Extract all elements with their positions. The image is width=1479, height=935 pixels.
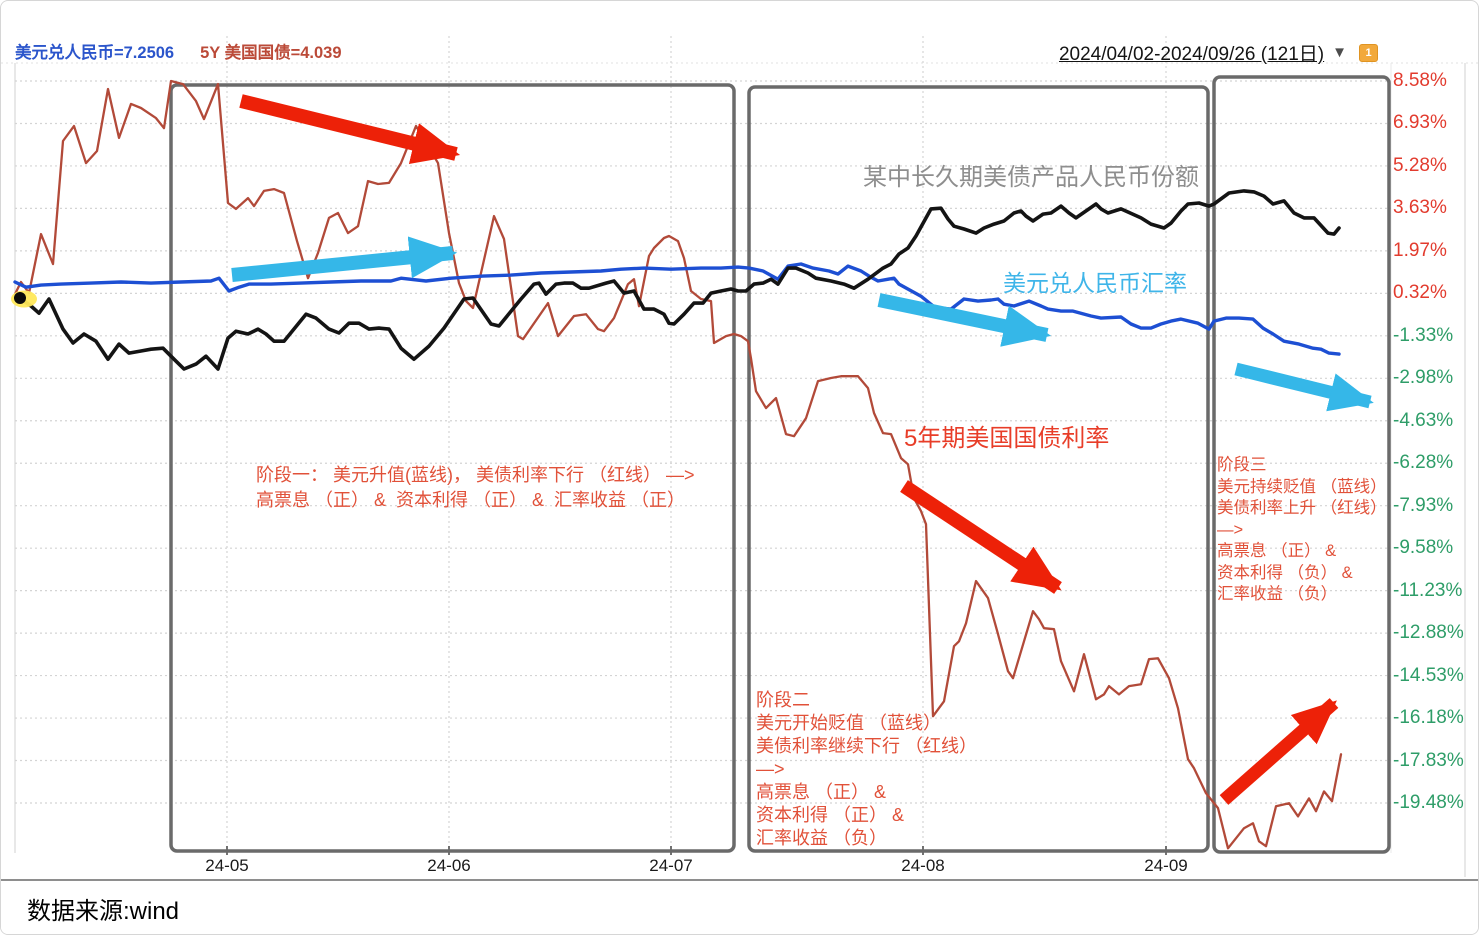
annotation-line: —>: [1217, 520, 1244, 539]
stage1-annotation: 阶段一： 美元升值(蓝线)， 美债利率下行 （红线） —> 高票息 （正） & 资…: [256, 463, 695, 513]
annotation-line: 高票息 （正） &: [756, 782, 887, 802]
annotation-line: 阶段一： 美元升值(蓝线)， 美债利率下行 （红线） —>: [256, 465, 695, 485]
annotation-line: 阶段三: [1217, 456, 1267, 474]
y-axis-label: 5.28%: [1393, 154, 1447, 176]
date-range-control[interactable]: 2024/04/02-2024/09/26 (121日) ▼ 1: [1059, 39, 1378, 66]
y-axis-label: -14.53%: [1393, 664, 1464, 686]
y-axis-label: -9.58%: [1393, 537, 1454, 559]
annotation-line: 美债利率上升 （红线）: [1217, 499, 1387, 517]
y-axis-label: -4.63%: [1393, 409, 1454, 431]
x-axis-label: 24-06: [427, 856, 471, 875]
badge-icon[interactable]: 1: [1359, 43, 1378, 62]
annotation-line: 高票息 （正） &: [1217, 542, 1337, 560]
footer-bar: 数据来源:wind: [1, 879, 1478, 934]
annotation-line: 美债利率继续下行 （红线）: [756, 736, 977, 756]
blue-line-label: 美元兑人民币汇率: [1003, 270, 1187, 296]
y-axis-label: -2.98%: [1393, 367, 1454, 389]
annotation-line: 美元持续贬值 （蓝线）: [1217, 477, 1387, 496]
y-axis-label: 6.93%: [1393, 112, 1447, 134]
y-axis-label: -16.18%: [1393, 707, 1464, 729]
y-axis-label: 8.58%: [1393, 70, 1447, 91]
data-source: 数据来源:wind: [27, 898, 180, 925]
x-axis-label: 24-07: [649, 856, 693, 875]
annotation-line: —>: [756, 759, 785, 779]
stage3-annotation: 阶段三美元持续贬值 （蓝线） 美债利率上升 （红线） —> 高票息 （正） & 资本利得…: [1217, 455, 1387, 606]
annotation-line: 汇率收益 （负）: [1217, 585, 1338, 603]
x-axis-label: 24-05: [205, 856, 249, 875]
annotation-line: 美元开始贬值 （蓝线）: [756, 713, 941, 733]
x-axis-label: 24-09: [1144, 856, 1188, 875]
y-axis-label: -11.23%: [1393, 579, 1463, 601]
annotation-line: 汇率收益 （负）: [756, 828, 888, 848]
annotation-line: 资本利得 （正） &: [756, 805, 905, 825]
y-axis-label: -17.83%: [1393, 749, 1464, 771]
y-axis-label: -19.48%: [1393, 791, 1464, 813]
x-axis-label: 24-08: [901, 856, 945, 875]
y-axis-label: -7.93%: [1393, 494, 1454, 516]
annotation-line: 阶段二: [756, 690, 810, 710]
legend: 美元兑人民币=7.2506 5Y 美国国债=4.039: [15, 39, 342, 63]
annotation-line: 高票息 （正） & 资本利得 （正） & 汇率收益 （正）: [256, 490, 686, 510]
y-axis-label: -12.88%: [1393, 622, 1464, 644]
chevron-down-icon[interactable]: ▼: [1332, 44, 1347, 61]
legend-us5y-treasury: 5Y 美国国债=4.039: [200, 44, 342, 62]
y-axis-label: -1.33%: [1393, 324, 1454, 346]
legend-usdcny: 美元兑人民币=7.2506: [15, 44, 175, 62]
red-line-label: 5年期美国国债利率: [904, 425, 1110, 452]
stage2-annotation: 阶段二美元开始贬值 （蓝线） 美债利率继续下行 （红线） —> 高票息 （正） & 资本…: [756, 689, 977, 850]
y-axis-label: 3.63%: [1393, 197, 1447, 219]
y-axis-label: -6.28%: [1393, 452, 1454, 474]
y-axis-label: 1.97%: [1393, 239, 1447, 261]
annotation-line: 资本利得 （负） &: [1217, 563, 1353, 582]
black-line-label: 某中长久期美债产品人民币份额: [863, 164, 1199, 191]
date-range-text[interactable]: 2024/04/02-2024/09/26 (121日): [1058, 44, 1325, 65]
y-axis-label: 0.32%: [1393, 282, 1447, 304]
